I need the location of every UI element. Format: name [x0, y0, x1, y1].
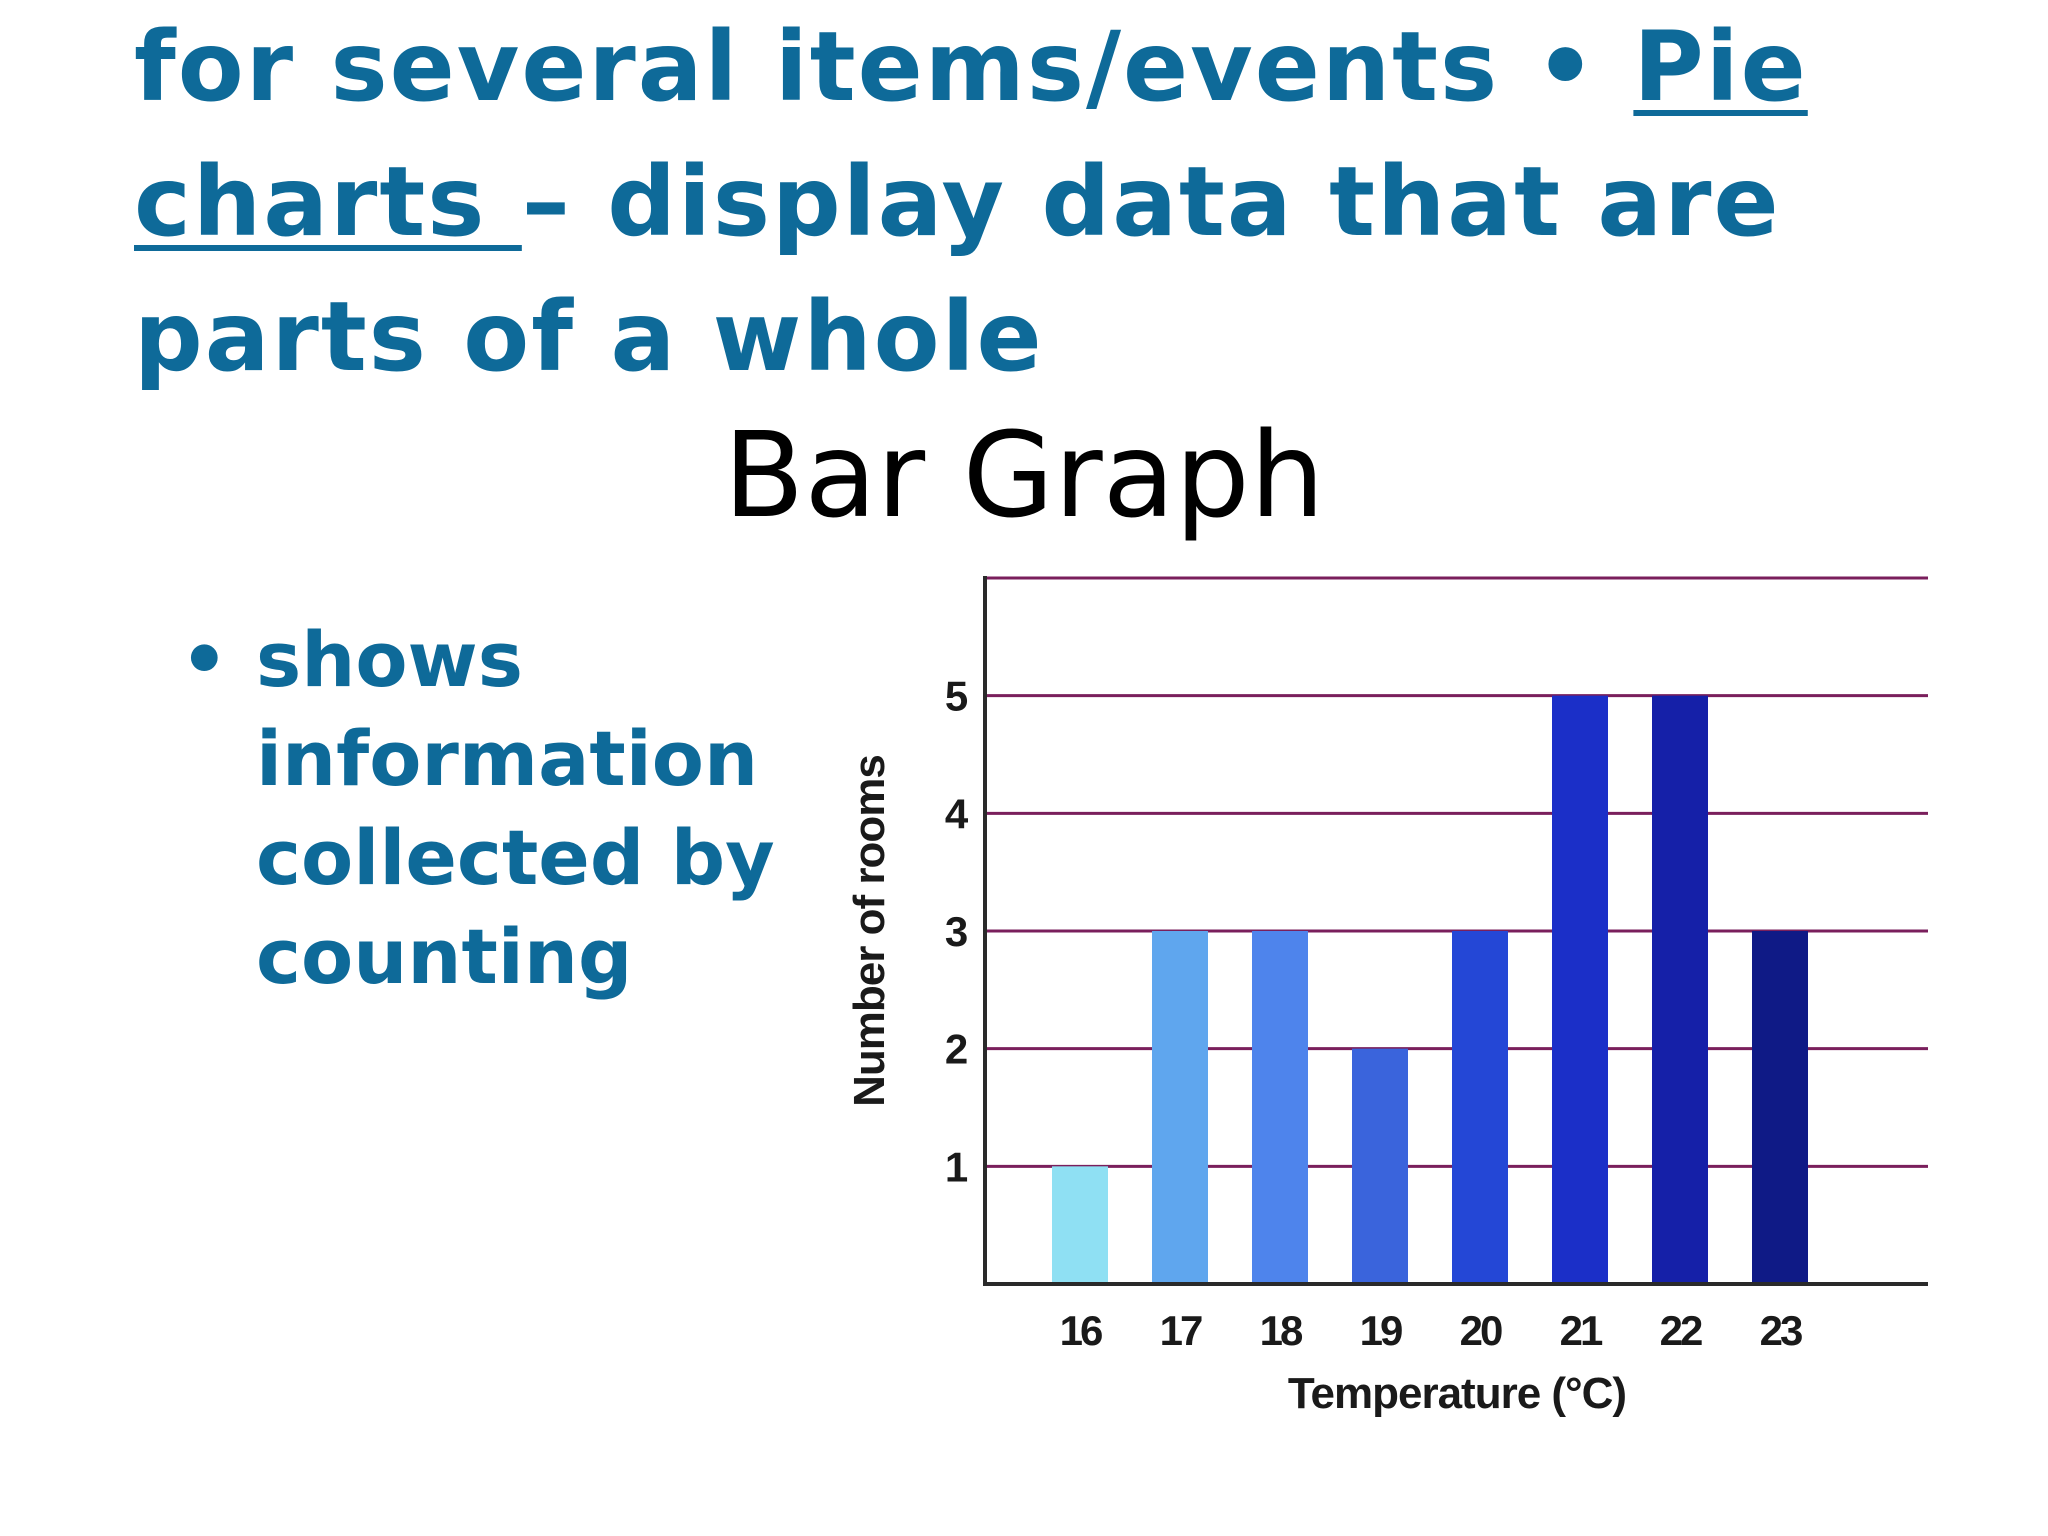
bar-19: [1352, 1048, 1408, 1284]
y-tick-label: 4: [945, 790, 969, 837]
bar-21: [1552, 695, 1608, 1284]
bar-20: [1452, 931, 1508, 1284]
y-axis-label: Number of rooms: [845, 755, 894, 1107]
x-tick-label: 21: [1560, 1307, 1603, 1354]
charts-link-text: charts: [134, 146, 522, 258]
x-tick-label: 22: [1660, 1307, 1702, 1354]
y-tick-label: 1: [945, 1143, 968, 1190]
bars-layer: [1052, 695, 1808, 1284]
bar-18: [1252, 931, 1308, 1284]
bar-22: [1652, 695, 1708, 1284]
bar-17: [1152, 931, 1208, 1284]
bullet-dot: •: [180, 615, 229, 704]
y-tick-label: 2: [945, 1026, 967, 1073]
pie-link-text: Pie: [1633, 11, 1808, 123]
x-tick-label: 20: [1460, 1307, 1502, 1354]
y-tick-label: 3: [945, 908, 967, 955]
x-tick-label: 19: [1360, 1307, 1402, 1354]
heading-text-part1: for several items/events •: [134, 11, 1634, 123]
x-tick-label: 18: [1260, 1307, 1303, 1354]
x-tick-label: 16: [1060, 1307, 1102, 1354]
heading-text-part2: – display data that are parts of a whole: [134, 146, 1781, 393]
bar-16: [1052, 1166, 1108, 1284]
bullet-item: • shows information collected by countin…: [180, 610, 820, 1006]
x-tick-label: 23: [1760, 1307, 1802, 1354]
x-tick-label: 17: [1160, 1307, 1202, 1354]
x-axis-label: Temperature (°C): [1288, 1369, 1626, 1418]
slide-title: Bar Graph: [723, 406, 1325, 544]
axis-layer: [983, 576, 1928, 1286]
bullet-text: shows information collected by counting: [256, 615, 775, 1001]
y-tick-label: 5: [945, 673, 968, 720]
top-heading: for several items/events • Pie charts – d…: [134, 0, 1894, 405]
bar-23: [1752, 931, 1808, 1284]
